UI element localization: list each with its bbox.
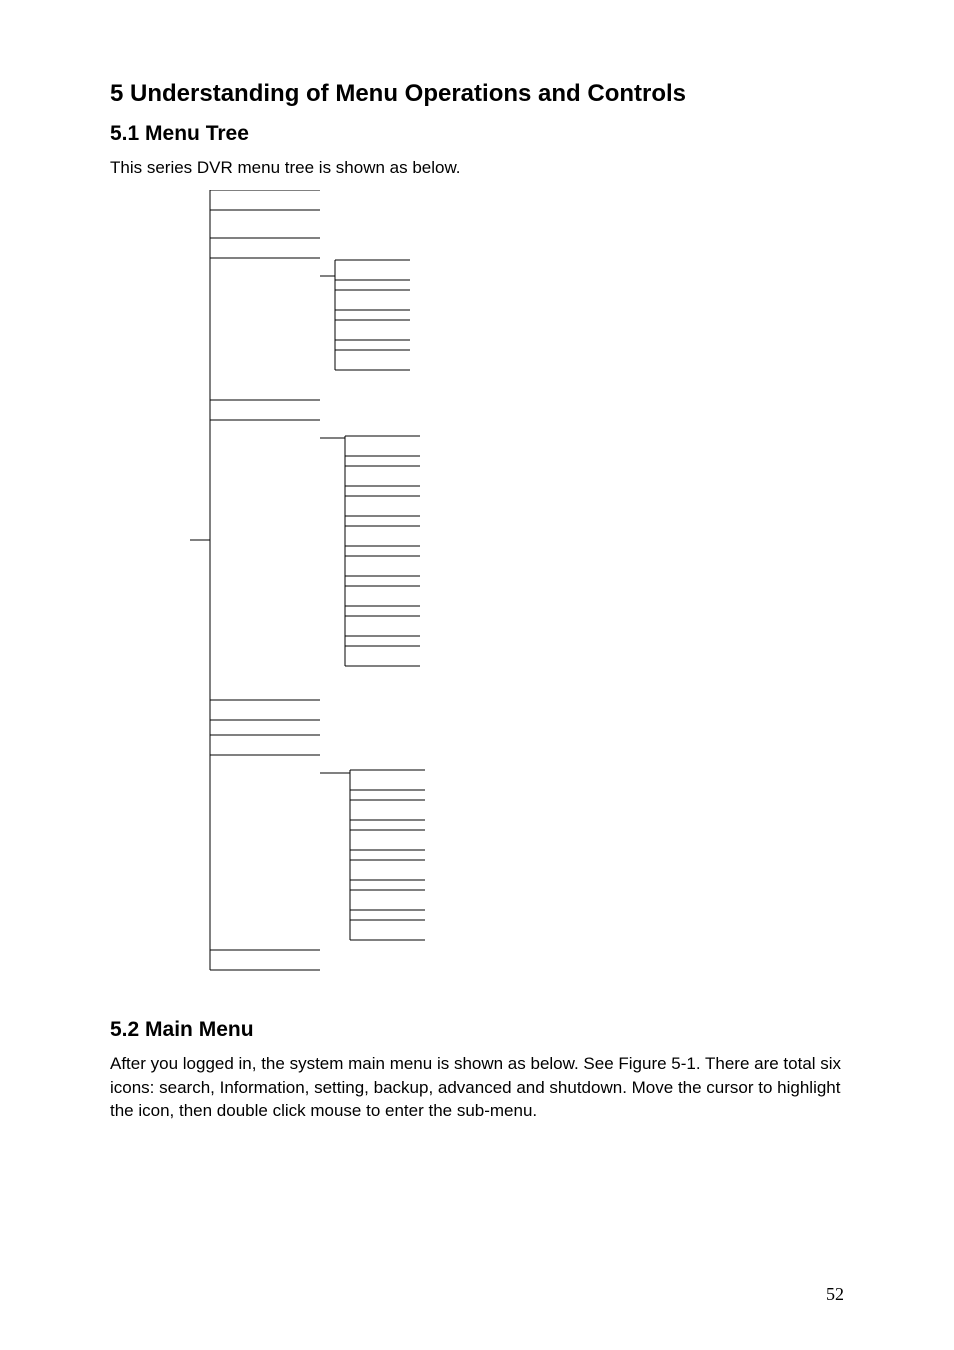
section-text-5-2: After you logged in, the system main men… — [110, 1052, 844, 1123]
section-heading-5-2: 5.2 Main Menu — [110, 1018, 844, 1042]
chapter-title: 5 Understanding of Menu Operations and C… — [110, 80, 844, 108]
section-heading-5-1: 5.1 Menu Tree — [110, 122, 844, 146]
document-page: 5 Understanding of Menu Operations and C… — [0, 0, 954, 1350]
menu-tree-diagram — [190, 190, 844, 990]
section-text-5-1: This series DVR menu tree is shown as be… — [110, 156, 844, 180]
menu-tree-svg — [190, 190, 450, 980]
page-number: 52 — [826, 1284, 844, 1305]
